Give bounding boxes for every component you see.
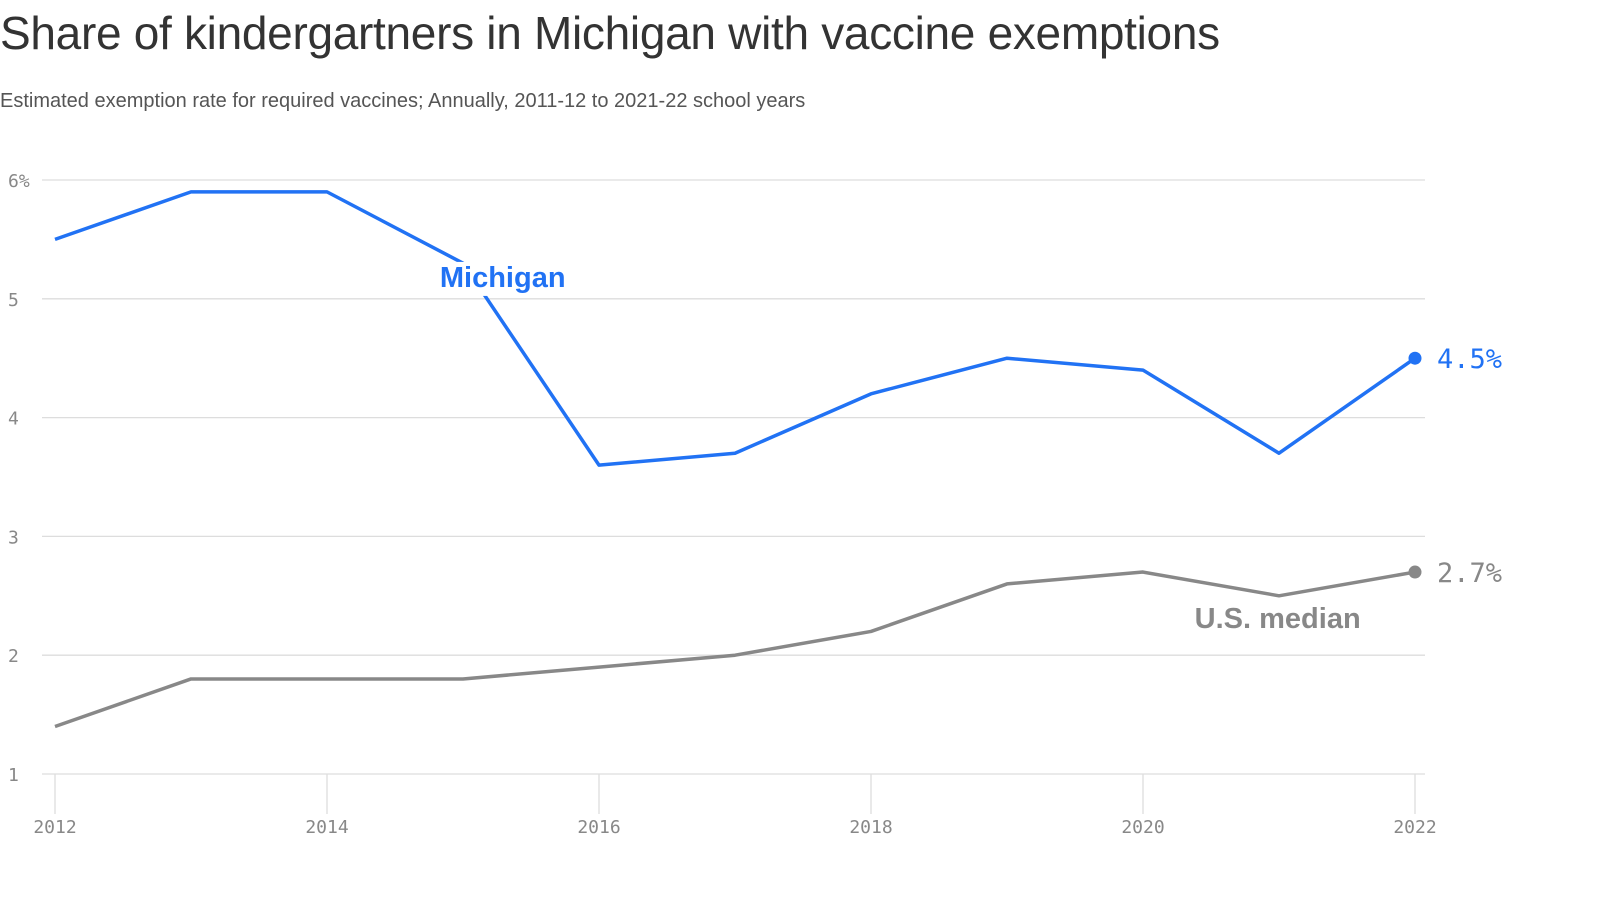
- y-tick-label: 3: [8, 527, 19, 548]
- end-value-label-michigan: 4.5%: [1437, 344, 1502, 375]
- series-line-michigan: [54, 190, 1417, 467]
- series-label-michigan: Michigan: [440, 262, 566, 294]
- y-tick-label: 6%: [8, 171, 30, 192]
- chart-title: Share of kindergartners in Michigan with…: [0, 7, 1220, 59]
- x-tick-label: 2020: [1121, 817, 1164, 838]
- y-axis: 1 2 3 4 5 6%: [8, 171, 30, 786]
- series: [54, 190, 1422, 729]
- end-value-label-u-s-median: 2.7%: [1437, 558, 1502, 589]
- gridlines: [42, 179, 1425, 814]
- series-label-us-median: U.S. median: [1195, 603, 1361, 635]
- series-labels: 4.5% 2.7% Michigan U.S. median: [431, 261, 1502, 635]
- x-tick-label: 2022: [1393, 817, 1436, 838]
- x-tick-label: 2012: [33, 817, 76, 838]
- series-label-bg-michigan: [431, 261, 582, 296]
- end-point-u-s-median: [1408, 565, 1422, 579]
- y-tick-label: 2: [8, 646, 19, 667]
- x-axis: 2012 2014 2016 2018 2020 2022: [33, 817, 1436, 838]
- y-tick-label: 1: [8, 765, 19, 786]
- series-line-u-s-median: [54, 570, 1416, 729]
- end-point-michigan: [1408, 351, 1422, 365]
- chart-subtitle: Estimated exemption rate for required va…: [0, 90, 806, 112]
- x-tick-label: 2018: [849, 817, 892, 838]
- x-tick-label: 2014: [305, 817, 348, 838]
- x-tick-label: 2016: [577, 817, 620, 838]
- y-tick-label: 4: [8, 409, 19, 430]
- y-tick-label: 5: [8, 290, 19, 311]
